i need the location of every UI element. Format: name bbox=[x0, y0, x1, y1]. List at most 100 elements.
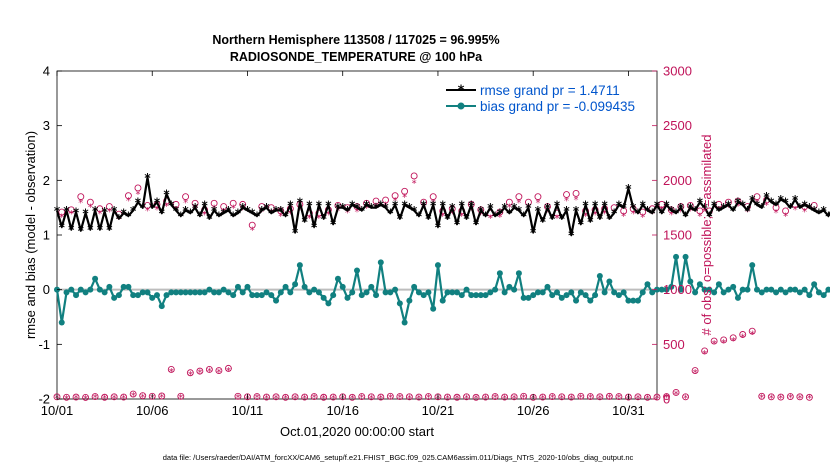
obs-assimilated-point: * bbox=[240, 205, 245, 216]
obs-assimilated-point: * bbox=[474, 394, 479, 405]
obs-assimilated-point: * bbox=[159, 393, 164, 404]
bias-point bbox=[715, 281, 722, 288]
obs-possible-point bbox=[572, 190, 580, 197]
obs-assimilated-point: * bbox=[645, 394, 650, 405]
bias-point bbox=[806, 292, 813, 299]
bias-point bbox=[501, 289, 508, 296]
obs-possible-point bbox=[501, 393, 509, 401]
rmse-point: * bbox=[568, 229, 575, 243]
obs-possible-point bbox=[710, 337, 718, 345]
bias-point bbox=[768, 286, 775, 293]
obs-assimilated-point: * bbox=[307, 214, 312, 225]
obs-possible-point bbox=[663, 393, 670, 401]
bias-point bbox=[573, 297, 580, 304]
bias-point bbox=[734, 294, 741, 301]
obs-assimilated-point: * bbox=[131, 391, 136, 402]
obs-assimilated-point: * bbox=[426, 393, 431, 404]
obs-possible-point bbox=[91, 393, 99, 401]
obs-possible-point bbox=[558, 393, 566, 401]
rmse-point: * bbox=[421, 198, 428, 212]
obs-assimilated-point: * bbox=[469, 205, 474, 216]
rmse-point: * bbox=[821, 204, 828, 218]
rmse-point: * bbox=[792, 193, 799, 207]
bias-point bbox=[196, 289, 203, 296]
bias-point bbox=[644, 281, 651, 288]
bias-point bbox=[373, 292, 380, 299]
obs-assimilated-point: * bbox=[397, 393, 402, 404]
obs-assimilated-point: * bbox=[402, 193, 407, 204]
rmse-point: * bbox=[687, 201, 694, 215]
obs-assimilated-point: * bbox=[235, 393, 240, 404]
obs-assimilated-point: * bbox=[69, 209, 74, 220]
obs-assimilated-point: * bbox=[178, 393, 183, 404]
rmse-point: * bbox=[825, 209, 830, 223]
bias-point bbox=[268, 292, 275, 299]
obs-possible-point bbox=[453, 393, 461, 401]
y-tick-label-right: 0 bbox=[663, 392, 670, 407]
bias-point bbox=[206, 286, 213, 293]
bias-point bbox=[382, 289, 389, 296]
obs-assimilated-point: * bbox=[350, 394, 355, 405]
obs-possible-point bbox=[596, 393, 604, 401]
obs-assimilated-point: * bbox=[621, 211, 626, 222]
obs-assimilated-point: * bbox=[331, 393, 336, 404]
rmse-point: * bbox=[168, 198, 175, 212]
obs-possible-point bbox=[329, 393, 337, 401]
bias-point bbox=[106, 283, 113, 290]
legend: * rmse grand pr = 1.4711 bias grand pr =… bbox=[440, 78, 653, 116]
obs-assimilated-point: * bbox=[202, 210, 207, 221]
rmse-point: * bbox=[668, 204, 675, 218]
bias-point bbox=[406, 297, 413, 304]
obs-possible-point bbox=[310, 393, 318, 401]
obs-possible-point bbox=[367, 393, 375, 401]
obs-possible-point bbox=[139, 392, 147, 400]
bias-point bbox=[368, 283, 375, 290]
obs-assimilated-point: * bbox=[550, 393, 555, 404]
obs-possible-point bbox=[653, 393, 661, 401]
obs-possible-point bbox=[429, 193, 437, 201]
rmse-line bbox=[55, 176, 830, 237]
obs-possible-point bbox=[691, 367, 699, 375]
rmse-point: * bbox=[654, 198, 661, 212]
bias-point bbox=[387, 289, 394, 296]
obs-assimilated-point: * bbox=[793, 205, 798, 216]
obs-possible-point bbox=[263, 393, 270, 401]
bias-point bbox=[344, 294, 351, 301]
bias-point bbox=[92, 275, 99, 282]
obs-assimilated-point: * bbox=[445, 393, 450, 404]
obs-possible-point bbox=[382, 196, 390, 204]
obs-possible-point bbox=[167, 366, 175, 373]
rmse-point: * bbox=[530, 226, 537, 240]
obs-assimilated-point: * bbox=[412, 179, 417, 190]
rmse-point: * bbox=[559, 212, 566, 226]
x-tick-label: 10/01 bbox=[41, 403, 74, 418]
rmse-point: * bbox=[201, 198, 208, 212]
obs-assimilated-point: * bbox=[316, 214, 321, 225]
obs-assimilated-point: * bbox=[74, 393, 79, 404]
obs-possible-point bbox=[391, 192, 399, 200]
bias-point bbox=[173, 289, 180, 296]
obs-assimilated-point: * bbox=[697, 211, 702, 222]
bias-point bbox=[625, 297, 632, 304]
obs-possible-point bbox=[753, 193, 761, 201]
obs-possible-point bbox=[134, 184, 142, 192]
bias-point bbox=[434, 262, 441, 269]
obs-assimilated-point: * bbox=[616, 393, 621, 404]
obs-assimilated-point: * bbox=[64, 394, 69, 405]
rmse-point: * bbox=[116, 212, 123, 226]
chart-title-line2: RADIOSONDE_TEMPERATURE @ 100 hPa bbox=[230, 50, 483, 64]
bias-point bbox=[134, 292, 141, 299]
rmse-point: * bbox=[525, 201, 532, 215]
obs-assimilated-point: * bbox=[302, 393, 307, 404]
bias-point bbox=[539, 289, 546, 296]
obs-possible-point bbox=[715, 200, 723, 208]
rmse-point: * bbox=[59, 220, 66, 234]
obs-possible-point bbox=[748, 327, 756, 335]
obs-assimilated-point: * bbox=[207, 367, 212, 378]
y-tick-label-right: 1500 bbox=[663, 228, 692, 243]
obs-possible-point bbox=[701, 347, 709, 355]
bias-point bbox=[230, 292, 237, 299]
bias-point bbox=[487, 289, 494, 296]
bias-point bbox=[773, 289, 780, 296]
bias-point bbox=[582, 292, 589, 299]
